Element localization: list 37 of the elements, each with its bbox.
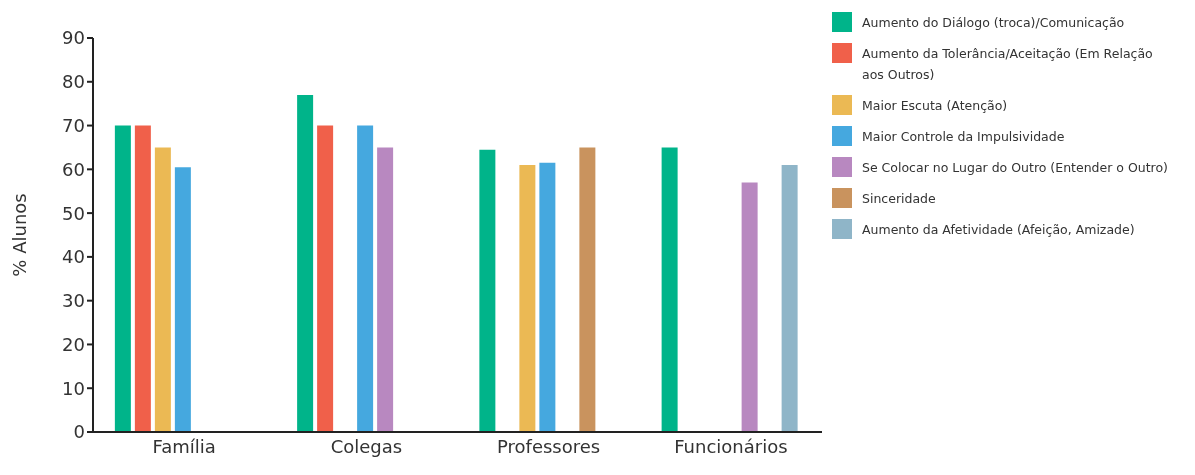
y-tick-label: 60	[62, 158, 85, 180]
bar	[661, 147, 678, 432]
y-tick-label: 40	[62, 246, 85, 268]
bar	[741, 182, 758, 432]
bar	[317, 125, 334, 432]
x-tick-label: Colegas	[330, 435, 403, 457]
legend-label: Aumento da Tolerância/Aceitação (Em Relação aos Outros)	[862, 45, 1154, 84]
bar	[377, 147, 394, 432]
y-tick-label: 70	[62, 114, 85, 136]
x-tick-label: Professores	[497, 435, 601, 457]
bar	[781, 164, 798, 432]
bar	[297, 94, 314, 432]
bar	[134, 125, 151, 432]
bar	[357, 125, 374, 432]
bar	[114, 125, 131, 432]
y-axis-title: % Alunos	[9, 193, 31, 277]
legend-label: Aumento do Diálogo (troca)/Comunicação	[862, 14, 1125, 32]
legend-label: Aumento da Afetividade (Afeição, Amizade)	[862, 221, 1135, 239]
legend-label: Maior Escuta (Atenção)	[862, 97, 1008, 115]
y-tick-label: 30	[62, 290, 85, 312]
y-tick-label: 90	[62, 27, 85, 49]
legend-label: Sinceridade	[862, 190, 936, 208]
bar	[154, 147, 171, 432]
y-tick-label: 10	[62, 377, 85, 399]
x-tick-label: Família	[152, 435, 216, 457]
y-tick-label: 0	[73, 421, 85, 443]
y-tick-label: 50	[62, 202, 85, 224]
bar	[539, 162, 556, 432]
legend-label: Maior Controle da Impulsividade	[862, 128, 1065, 146]
y-tick-label: 20	[62, 333, 85, 355]
bar	[174, 167, 191, 432]
bar	[579, 147, 596, 432]
y-tick-label: 80	[62, 71, 85, 93]
legend-label: Se Colocar no Lugar do Outro (Entender o Outro)	[862, 159, 1168, 177]
x-tick-label: Funcionários	[674, 435, 788, 457]
bar	[519, 164, 536, 432]
bar	[479, 149, 496, 432]
